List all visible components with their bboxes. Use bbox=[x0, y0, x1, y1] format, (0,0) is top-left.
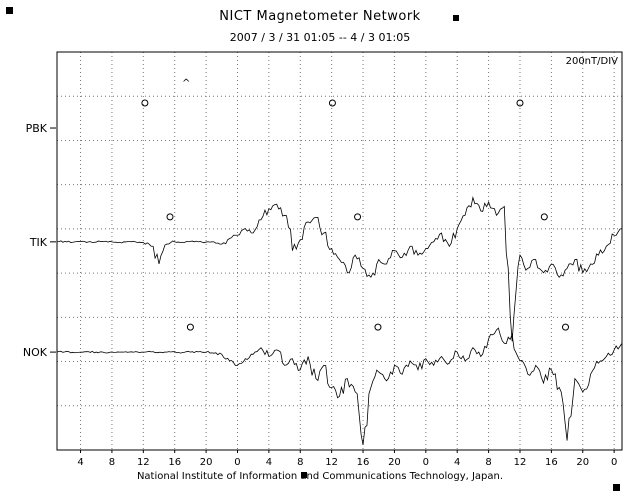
station-label: PBK bbox=[26, 122, 48, 135]
local-noon-marker bbox=[186, 323, 194, 331]
caret-artifact-icon: ^ bbox=[182, 78, 191, 89]
x-tick-label: 4 bbox=[454, 457, 460, 468]
plot-border bbox=[56, 51, 623, 451]
x-tick-label: 16 bbox=[168, 457, 181, 468]
x-tick-label: 16 bbox=[545, 457, 558, 468]
x-tick-label: 20 bbox=[388, 457, 401, 468]
x-tick-label: 8 bbox=[297, 457, 303, 468]
local-noon-marker bbox=[540, 213, 548, 221]
page-title: NICT Magnetometer Network bbox=[219, 9, 421, 24]
glitch-square-icon bbox=[301, 472, 307, 478]
glitch-square-icon bbox=[613, 484, 620, 491]
x-tick-label: 20 bbox=[576, 457, 589, 468]
glitch-square-icon bbox=[6, 7, 13, 14]
trace-TIK bbox=[56, 196, 623, 342]
local-noon-marker bbox=[516, 99, 524, 107]
local-noon-marker bbox=[562, 323, 569, 331]
glitch-square-icon bbox=[453, 15, 459, 21]
local-noon-marker bbox=[166, 213, 174, 221]
x-tick-label: 4 bbox=[266, 457, 272, 468]
x-tick-label: 0 bbox=[423, 457, 429, 468]
x-tick-label: 16 bbox=[357, 457, 370, 468]
x-tick-label: 20 bbox=[200, 457, 213, 468]
local-noon-marker bbox=[141, 99, 149, 107]
x-tick-label: 0 bbox=[234, 457, 240, 468]
local-noon-marker bbox=[354, 213, 362, 221]
credit-text: National Institute of Information and Co… bbox=[136, 471, 504, 482]
station-label: TIK bbox=[29, 236, 48, 249]
x-tick-label: 12 bbox=[514, 457, 527, 468]
x-tick-label: 12 bbox=[325, 457, 338, 468]
station-label: NOK bbox=[23, 346, 48, 359]
local-noon-marker bbox=[328, 99, 336, 107]
x-tick-label: 12 bbox=[137, 457, 150, 468]
x-tick-label: 0 bbox=[611, 457, 617, 468]
x-tick-label: 8 bbox=[109, 457, 115, 468]
time-range-label: 2007 / 3 / 31 01:05 -- 4 / 3 01:05 bbox=[229, 31, 411, 44]
x-tick-label: 4 bbox=[77, 457, 83, 468]
x-tick-label: 8 bbox=[485, 457, 491, 468]
trace-NOK bbox=[56, 327, 623, 446]
scale-label: 200nT/DIV bbox=[566, 56, 619, 67]
local-noon-marker bbox=[374, 323, 382, 331]
